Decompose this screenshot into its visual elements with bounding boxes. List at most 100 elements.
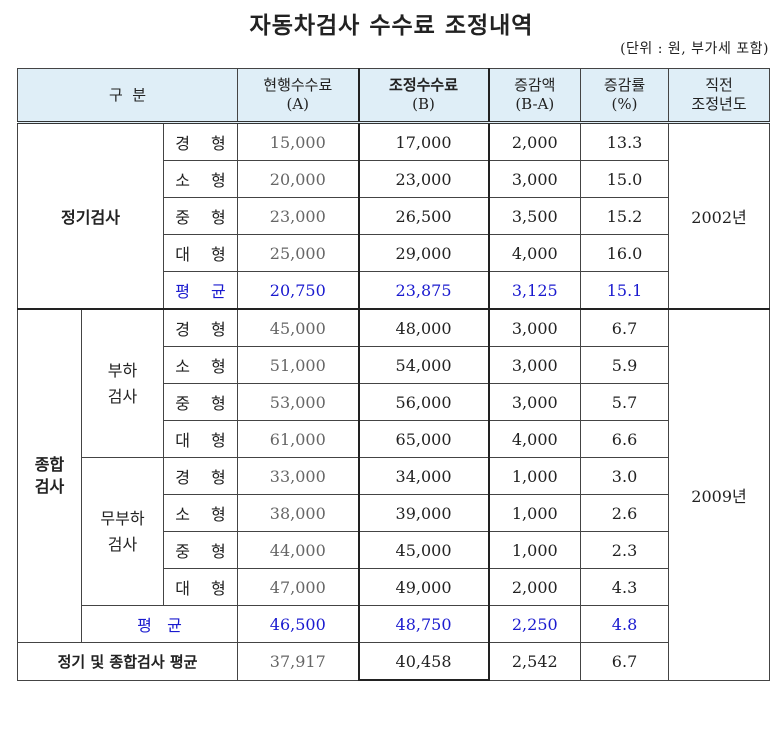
- diff-cell: 2,542: [488, 642, 582, 681]
- table-row: 중 형 53,000 56,000 3,000 5.7: [18, 383, 770, 421]
- header-category: 구 분: [16, 68, 239, 124]
- comprehensive-label: 종합 검사: [17, 308, 82, 643]
- header-current-fee: 현행수수료 (A): [237, 68, 360, 124]
- size-cell: 중 형: [162, 383, 239, 421]
- rate-cell: 4.8: [580, 605, 670, 643]
- adjusted-fee-cell: 48,000: [357, 308, 490, 347]
- adjusted-fee-cell: 34,000: [357, 457, 490, 495]
- size-cell: 대 형: [162, 420, 239, 458]
- adjusted-fee-cell: 23,000: [357, 160, 490, 198]
- unit-note: (단위 : 원, 부가세 포함): [620, 41, 769, 57]
- table-row: 종합 검사 부하 검사 경 형 45,000 48,000 3,000 6.7 20…: [17, 308, 771, 681]
- adjusted-fee-cell: 23,875: [357, 271, 490, 310]
- total-average-row: 정기 및 종합검사 평균 37,917 40,458 2,542 6.7: [16, 642, 770, 681]
- rate-cell: 13.3: [580, 122, 670, 161]
- diff-cell: 3,000: [488, 346, 582, 384]
- current-fee-cell: 61,000: [237, 420, 360, 458]
- table-row: 중 형 44,000 45,000 1,000 2.3: [18, 531, 770, 569]
- current-fee-cell: 51,000: [237, 346, 360, 384]
- size-cell: 중 형: [162, 197, 239, 235]
- fee-table: 구 분 현행수수료 (A) 조정수수료 (B) 증감액 (B-A) 증감률 (%) 직전…: [16, 68, 771, 681]
- adjusted-fee-cell: 45,000: [357, 531, 490, 569]
- table-row: 대 형 47,000 49,000 2,000 4.3: [18, 568, 770, 606]
- adjusted-fee-cell: 40,458: [357, 642, 490, 681]
- header-prev-year: 직전 조정년도: [668, 68, 771, 124]
- current-fee-cell: 53,000: [237, 383, 360, 421]
- size-cell: 소 형: [162, 494, 239, 532]
- rate-cell: 5.7: [580, 383, 670, 421]
- current-fee-cell: 20,750: [237, 271, 360, 310]
- regular-prev-year: 2002년: [668, 122, 771, 310]
- diff-cell: 2,000: [488, 122, 582, 161]
- size-cell: 대 형: [162, 568, 239, 606]
- size-cell: 소 형: [162, 160, 239, 198]
- current-fee-cell: 15,000: [237, 122, 360, 161]
- rate-cell: 2.6: [580, 494, 670, 532]
- diff-cell: 2,250: [488, 605, 582, 643]
- comprehensive-average-row: 평 균 46,500 48,750 2,250 4.8: [18, 605, 770, 643]
- table-row: 소 형 51,000 54,000 3,000 5.9: [18, 346, 770, 384]
- adjusted-fee-cell: 17,000: [357, 122, 490, 161]
- rate-cell: 6.7: [580, 308, 670, 347]
- adjusted-fee-cell: 65,000: [357, 420, 490, 458]
- diff-cell: 1,000: [488, 531, 582, 569]
- table-row: 소 형 20,000 23,000 3,000 15.0: [18, 160, 770, 198]
- regular-label: 정기검사: [17, 122, 164, 310]
- rate-cell: 5.9: [580, 346, 670, 384]
- adjusted-fee-cell: 29,000: [357, 234, 490, 272]
- diff-cell: 1,000: [488, 457, 582, 495]
- adjusted-fee-cell: 26,500: [357, 197, 490, 235]
- rate-cell: 15.2: [580, 197, 670, 235]
- current-fee-cell: 45,000: [237, 308, 360, 347]
- size-cell: 경 형: [162, 308, 239, 347]
- size-cell: 중 형: [162, 531, 239, 569]
- adjusted-fee-cell: 48,750: [357, 605, 490, 643]
- size-cell: 소 형: [162, 346, 239, 384]
- diff-cell: 4,000: [488, 234, 582, 272]
- current-fee-cell: 44,000: [237, 531, 360, 569]
- header-row: 구 분 현행수수료 (A) 조정수수료 (B) 증감액 (B-A) 증감률 (%) 직전…: [16, 68, 771, 124]
- table-row: 대 형 25,000 29,000 4,000 16.0: [18, 234, 770, 272]
- diff-cell: 3,500: [488, 197, 582, 235]
- size-cell: 평 균: [162, 271, 239, 310]
- diff-cell: 4,000: [488, 420, 582, 458]
- adjusted-fee-cell: 54,000: [357, 346, 490, 384]
- table-row: 무부하 검사 경 형 33,000 34,000 1,000 3.0: [18, 457, 770, 606]
- diff-cell: 3,000: [488, 160, 582, 198]
- regular-average-row: 평 균 20,750 23,875 3,125 15.1: [18, 271, 770, 310]
- rate-cell: 15.0: [580, 160, 670, 198]
- page-title: 자동차검사 수수료 조정내역: [249, 13, 534, 39]
- size-cell: 대 형: [162, 234, 239, 272]
- diff-cell: 3,000: [488, 383, 582, 421]
- rate-cell: 6.7: [580, 642, 670, 681]
- current-fee-cell: 33,000: [237, 457, 360, 495]
- current-fee-cell: 23,000: [237, 197, 360, 235]
- current-fee-cell: 25,000: [237, 234, 360, 272]
- table-row: 중 형 23,000 26,500 3,500 15.2: [18, 197, 770, 235]
- diff-cell: 3,125: [488, 271, 582, 310]
- noload-label: 무부하 검사: [81, 457, 164, 606]
- header-rate: 증감률 (%): [580, 68, 670, 124]
- size-cell: 경 형: [162, 122, 239, 161]
- comprehensive-prev-year: 2009년: [668, 308, 771, 681]
- header-diff: 증감액 (B-A): [488, 68, 582, 124]
- rate-cell: 2.3: [580, 531, 670, 569]
- comprehensive-average-label: 평 균: [80, 605, 239, 643]
- rate-cell: 15.1: [580, 271, 670, 310]
- rate-cell: 16.0: [580, 234, 670, 272]
- rate-cell: 6.6: [580, 420, 670, 458]
- size-cell: 경 형: [162, 457, 239, 495]
- total-average-label: 정기 및 종합검사 평균: [16, 642, 239, 681]
- diff-cell: 1,000: [488, 494, 582, 532]
- adjusted-fee-cell: 49,000: [357, 568, 490, 606]
- rate-cell: 3.0: [580, 457, 670, 495]
- adjusted-fee-cell: 56,000: [357, 383, 490, 421]
- current-fee-cell: 47,000: [237, 568, 360, 606]
- current-fee-cell: 38,000: [237, 494, 360, 532]
- load-label: 부하 검사: [81, 308, 164, 458]
- diff-cell: 2,000: [488, 568, 582, 606]
- current-fee-cell: 37,917: [237, 642, 360, 681]
- current-fee-cell: 20,000: [237, 160, 360, 198]
- diff-cell: 3,000: [488, 308, 582, 347]
- rate-cell: 4.3: [580, 568, 670, 606]
